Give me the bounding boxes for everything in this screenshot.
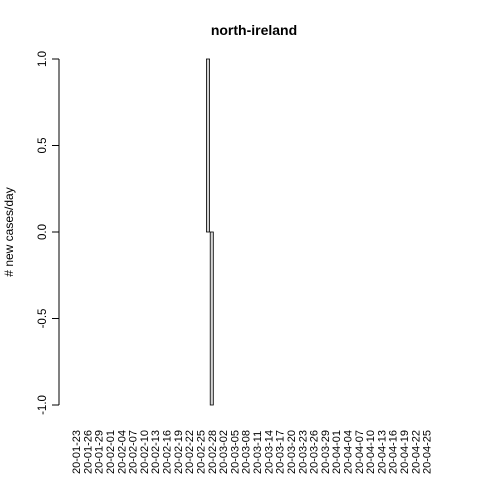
x-tick-label: 20-02-22 xyxy=(184,430,196,474)
x-tick-label: 20-04-25 xyxy=(422,430,434,474)
bars xyxy=(206,58,214,406)
x-tick-label: 20-01-26 xyxy=(82,430,94,474)
x-tick-label: 20-02-10 xyxy=(139,430,151,474)
x-tick-label: 20-02-01 xyxy=(105,430,117,474)
x-axis-tick-labels: 20-01-23 20-01-26 20-01-29 20-02-01 20-02-04… xyxy=(71,430,434,474)
x-tick-label: 20-02-13 xyxy=(150,430,162,474)
x-tick-label: 20-04-16 xyxy=(388,430,400,474)
y-tick-label: -1.0 xyxy=(37,395,49,415)
x-tick-label: 20-02-16 xyxy=(162,430,174,474)
y-tick-label: 1.0 xyxy=(37,51,49,67)
bar xyxy=(206,58,210,233)
x-tick-label: 20-02-28 xyxy=(207,430,219,474)
x-tick-label: 20-04-04 xyxy=(342,430,354,474)
x-tick-label: 20-03-20 xyxy=(286,430,298,474)
x-tick-label: 20-04-19 xyxy=(399,430,411,474)
x-tick-label: 20-02-19 xyxy=(173,430,185,474)
y-axis-label: # new cases/day xyxy=(2,187,16,276)
x-tick-label: 20-03-26 xyxy=(309,430,321,474)
chart-title: north-ireland xyxy=(211,22,297,38)
x-tick-label: 20-04-22 xyxy=(410,430,422,474)
x-tick-label: 20-03-23 xyxy=(297,430,309,474)
x-tick-label: 20-03-29 xyxy=(320,430,332,474)
x-tick-label: 20-03-05 xyxy=(229,430,241,474)
y-tick-label: 0.0 xyxy=(37,224,49,240)
x-tick-label: 20-03-08 xyxy=(241,430,253,474)
x-tick-label: 20-04-01 xyxy=(331,430,343,474)
x-tick-label: 20-02-25 xyxy=(195,430,207,474)
x-tick-label: 20-02-07 xyxy=(128,430,140,474)
y-tick-label: -0.5 xyxy=(37,309,49,329)
x-tick-label: 20-04-10 xyxy=(365,430,377,474)
y-axis: -1.0 -0.5 0.0 0.5 1.0 xyxy=(37,51,60,415)
x-tick-label: 20-01-23 xyxy=(71,430,83,474)
bar xyxy=(209,231,214,406)
x-tick-label: 20-04-13 xyxy=(376,430,388,474)
x-tick-label: 20-03-11 xyxy=(252,431,264,474)
x-tick-label: 20-03-17 xyxy=(275,430,287,474)
y-tick-label: 0.5 xyxy=(37,138,49,154)
x-tick-label: 20-03-14 xyxy=(263,430,275,474)
x-tick-label: 20-02-04 xyxy=(116,430,128,474)
x-tick-label: 20-04-07 xyxy=(354,430,366,474)
x-tick-label: 20-03-02 xyxy=(218,430,230,474)
x-tick-label: 20-01-29 xyxy=(94,430,106,474)
